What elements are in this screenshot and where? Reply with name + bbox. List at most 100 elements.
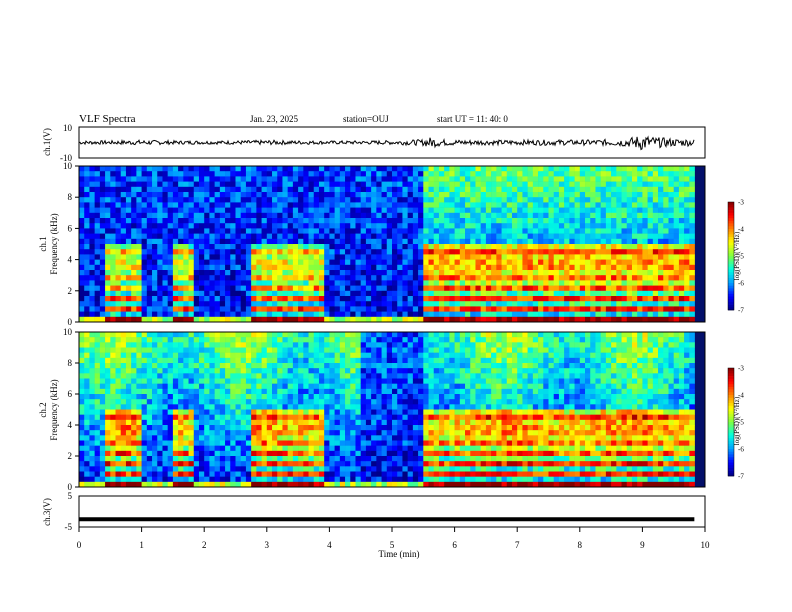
spectrogram-cell (94, 249, 101, 255)
spectrogram-cell (386, 270, 393, 276)
spectrogram-cell (402, 290, 408, 297)
spectrogram-cell (110, 316, 116, 323)
spectrogram-cell (303, 337, 309, 343)
spectrogram-cell (245, 166, 252, 172)
spectrogram-cell (225, 425, 231, 431)
spectrogram-cell (538, 223, 544, 229)
spectrogram-cell (230, 481, 236, 488)
spectrogram-cell (433, 244, 440, 250)
spectrogram-cell (605, 223, 612, 229)
spectrogram-cell (298, 249, 304, 255)
spectrogram-cell (334, 264, 341, 271)
spectrogram-cell (240, 301, 247, 307)
spectrogram-cell (162, 285, 168, 292)
spectrogram-cell (423, 181, 429, 188)
spectrogram-cell (647, 197, 654, 203)
spectrogram-cell (501, 223, 508, 229)
spectrogram-cell (99, 197, 106, 203)
spectrogram-cell (120, 378, 127, 384)
spectrogram-cell (266, 254, 273, 260)
spectrogram-cell (99, 311, 106, 318)
spectrogram-cell (308, 435, 315, 441)
spectrogram-cell (157, 440, 163, 446)
spectrogram-cell (188, 352, 195, 359)
spectrogram-cell (585, 285, 591, 292)
spectrogram-cell (637, 238, 643, 245)
spectrogram-cell (313, 301, 320, 307)
spectrogram-cell (360, 228, 367, 234)
spectrogram-cell (167, 445, 174, 452)
spectrogram-cell (637, 223, 643, 229)
spectrogram-cell (287, 461, 294, 467)
spectrogram-cell (94, 404, 101, 410)
spectrogram-cell (230, 414, 236, 421)
spectrogram-cell (99, 264, 106, 271)
spectrogram-cell (600, 228, 607, 234)
spectrogram-cell (230, 378, 236, 384)
spectrogram-cell (564, 296, 570, 302)
spectrogram-cell (277, 383, 283, 390)
spectrogram-cell (465, 249, 471, 255)
spectrogram-cell (214, 352, 221, 359)
spectrogram-cell (282, 363, 288, 369)
spectrogram-cell (245, 399, 252, 405)
spectrogram-cell (631, 301, 638, 307)
spectrogram-cell (125, 306, 132, 312)
spectrogram-cell (256, 342, 262, 348)
spectrogram-cell (157, 316, 163, 323)
spectrogram-cell (590, 238, 596, 245)
spectrogram-cell (579, 233, 586, 240)
spectrogram-cell (386, 285, 393, 292)
spectrogram-cell (183, 476, 189, 483)
spectrogram-cell (292, 181, 299, 188)
spectrogram-cell (339, 197, 346, 203)
spectrogram-cell (522, 228, 528, 234)
spectrogram-cell (365, 192, 372, 198)
spectrogram-cell (313, 425, 320, 431)
spectrogram-cell (423, 228, 429, 234)
spectrogram-cell (673, 311, 680, 318)
spectrogram-cell (637, 249, 643, 255)
spectrogram-cell (115, 197, 122, 203)
spectrogram-cell (84, 280, 90, 286)
spectrogram-cell (245, 244, 252, 250)
spectrogram-cell (303, 244, 309, 250)
spectrogram-cell (261, 383, 268, 390)
spectrogram-cell (522, 285, 528, 292)
spectrogram-cell (418, 244, 424, 250)
spectrogram-cell (475, 186, 481, 193)
spectrogram-cell (324, 347, 330, 353)
spectrogram-cell (449, 285, 455, 292)
ch1-ytick-top: 10 (63, 123, 73, 133)
spectrogram-cell (480, 181, 487, 188)
spectrogram-cell (298, 471, 304, 477)
spectrogram-cell (616, 301, 622, 307)
spectrogram-cell (574, 306, 581, 312)
spectrogram-cell (350, 311, 356, 318)
spectrogram-cell (162, 254, 168, 260)
spectrogram-cell (298, 450, 304, 457)
spectrogram-cell (684, 259, 690, 266)
spectrogram-cell (350, 285, 356, 292)
spectrogram-cell (157, 275, 163, 281)
spectrogram-cell (162, 368, 168, 374)
spectrogram-cell (449, 212, 455, 219)
spectrogram-cell (261, 461, 268, 467)
spectrogram-cell (219, 176, 226, 182)
spectrogram-cell (611, 275, 617, 281)
spectrogram-cell (240, 476, 247, 483)
spectrogram-cell (146, 347, 153, 353)
spectrogram-cell (569, 212, 575, 219)
spectrogram-cell (658, 186, 664, 193)
spectrogram-cell (193, 207, 200, 214)
spectrogram-cell (115, 270, 122, 276)
spectrogram-cell (454, 228, 461, 234)
spectrogram-cell (146, 228, 153, 234)
spectrogram-cell (590, 207, 596, 214)
spectrogram-cell (152, 316, 158, 323)
spectrogram-cell (621, 290, 628, 297)
spectrogram-cell (308, 445, 315, 452)
spectrogram-cell (84, 275, 90, 281)
spectrogram-cell (407, 249, 414, 255)
spectrogram-cell (99, 347, 106, 353)
